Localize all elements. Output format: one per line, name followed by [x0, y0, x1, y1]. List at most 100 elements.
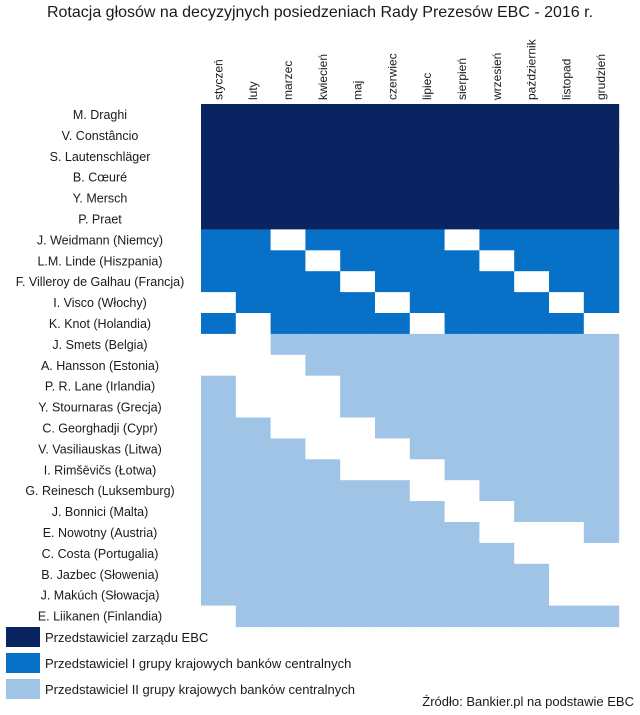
- vote-cell: [375, 124, 411, 147]
- vote-cell: [549, 354, 585, 377]
- vote-cell: [235, 104, 272, 126]
- member-label: P. Praet: [78, 212, 122, 226]
- vote-cell: [514, 104, 550, 126]
- vote-cell: [375, 605, 411, 628]
- vote-cell: [340, 542, 376, 565]
- vote-cell: [479, 145, 515, 168]
- vote-cell: [444, 522, 480, 544]
- vote-cell: [549, 396, 585, 419]
- vote-cell: [479, 229, 515, 251]
- vote-cell: [409, 354, 446, 377]
- member-label: P. R. Lane (Irlandia): [45, 380, 155, 394]
- vote-cell: [409, 166, 446, 189]
- vote-cell: [201, 605, 237, 628]
- member-label: J. Smets (Belgia): [52, 338, 147, 352]
- vote-cell: [305, 522, 341, 544]
- vote-cell: [235, 187, 272, 210]
- vote-cell: [340, 145, 376, 168]
- vote-cell: [444, 187, 480, 210]
- vote-cell: [479, 187, 515, 210]
- vote-cell: [479, 584, 515, 607]
- vote-cell: [340, 104, 376, 126]
- vote-cell: [305, 271, 341, 293]
- vote-cell: [583, 396, 620, 419]
- vote-cell: [583, 375, 620, 398]
- vote-cell: [235, 166, 272, 189]
- vote-cell: [235, 542, 272, 565]
- vote-cell: [549, 542, 585, 565]
- vote-cell: [375, 250, 411, 272]
- vote-cell: [514, 333, 550, 356]
- vote-cell: [340, 605, 376, 628]
- vote-cell: [340, 354, 376, 377]
- vote-cell: [583, 187, 620, 210]
- month-label: sierpień: [455, 58, 469, 100]
- vote-cell: [235, 292, 272, 314]
- vote-cell: [479, 501, 515, 523]
- vote-cell: [270, 563, 306, 586]
- vote-cell: [409, 501, 446, 523]
- vote-cell: [375, 438, 411, 460]
- month-label: lipiec: [420, 73, 434, 100]
- legend-item: Przedstawiciel II grupy krajowych banków…: [6, 679, 355, 699]
- member-label: V. Vasiliauskas (Litwa): [38, 442, 162, 456]
- vote-cell: [201, 417, 237, 439]
- vote-cell: [305, 563, 341, 586]
- vote-cell: [201, 104, 237, 126]
- legend-label: Przedstawiciel II grupy krajowych banków…: [45, 681, 355, 697]
- vote-cell: [305, 104, 341, 126]
- vote-cell: [305, 292, 341, 314]
- vote-cell: [270, 145, 306, 168]
- vote-cell: [340, 292, 376, 314]
- vote-cell: [479, 522, 515, 544]
- vote-cell: [514, 563, 550, 586]
- vote-cell: [235, 563, 272, 586]
- vote-cell: [583, 333, 620, 356]
- vote-cell: [375, 522, 411, 544]
- member-label: G. Reinesch (Luksemburg): [25, 484, 174, 498]
- vote-cell: [514, 208, 550, 230]
- vote-cell: [444, 166, 480, 189]
- vote-cell: [549, 208, 585, 230]
- vote-cell: [270, 187, 306, 210]
- vote-cell: [375, 333, 411, 356]
- vote-cell: [305, 354, 341, 377]
- vote-cell: [305, 501, 341, 523]
- vote-cell: [305, 333, 341, 356]
- vote-cell: [583, 459, 620, 481]
- vote-cell: [444, 250, 480, 272]
- month-label: maj: [351, 81, 365, 100]
- vote-cell: [305, 145, 341, 168]
- vote-cell: [444, 605, 480, 628]
- vote-cell: [444, 271, 480, 293]
- vote-cell: [375, 313, 411, 335]
- vote-cell: [270, 333, 306, 356]
- vote-cell: [235, 417, 272, 439]
- vote-cell: [514, 250, 550, 272]
- vote-cell: [375, 542, 411, 565]
- vote-cell: [340, 563, 376, 586]
- vote-cell: [514, 417, 550, 439]
- vote-cell: [549, 417, 585, 439]
- vote-cell: [340, 522, 376, 544]
- vote-cell: [514, 124, 550, 147]
- vote-cell: [479, 292, 515, 314]
- vote-cell: [201, 313, 237, 335]
- vote-cell: [583, 417, 620, 439]
- vote-cell: [270, 292, 306, 314]
- vote-cell: [549, 563, 585, 586]
- vote-cell: [409, 480, 446, 502]
- vote-cell: [270, 396, 306, 419]
- vote-cell: [409, 271, 446, 293]
- vote-cell: [583, 208, 620, 230]
- member-label: E. Nowotny (Austria): [43, 526, 158, 540]
- vote-cell: [235, 396, 272, 419]
- vote-cell: [305, 124, 341, 147]
- vote-cell: [270, 229, 306, 251]
- vote-cell: [201, 375, 237, 398]
- vote-cell: [340, 250, 376, 272]
- vote-cell: [270, 124, 306, 147]
- vote-cell: [409, 396, 446, 419]
- vote-cell: [375, 271, 411, 293]
- vote-cell: [375, 584, 411, 607]
